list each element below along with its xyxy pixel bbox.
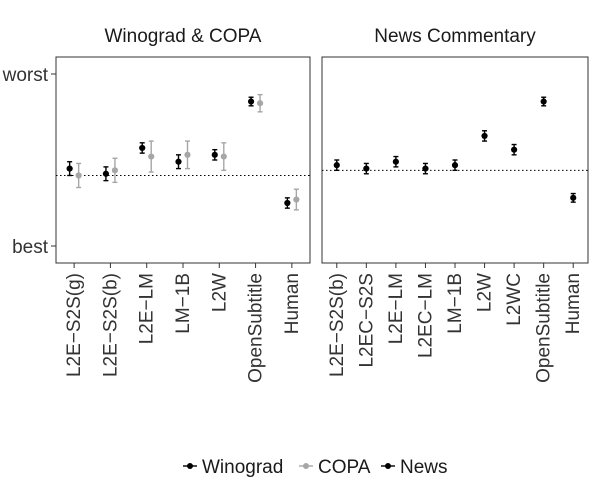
data-point [175, 158, 182, 165]
x-tick-label: L2E−LM [137, 273, 158, 344]
x-tick-label: LM−1B [445, 273, 466, 334]
panel-title: Winograd & COPA [105, 26, 262, 47]
data-point [511, 146, 518, 153]
y-tick-label: worst [2, 65, 49, 86]
x-tick-label: Human [282, 273, 303, 334]
x-tick-label: Human [563, 273, 584, 334]
data-point [184, 151, 191, 158]
x-tick-label: L2W [475, 273, 496, 312]
data-point [111, 167, 119, 174]
data-point [75, 172, 82, 179]
panel-frame [55, 56, 311, 264]
panel-strip [56, 18, 310, 53]
x-tick-label: L2E−S2S(g) [64, 273, 85, 377]
data-point [392, 158, 399, 165]
x-tick-label: L2W [209, 273, 230, 312]
legend: Winograd COPA News [183, 457, 448, 478]
legend-key-point [385, 463, 391, 469]
x-tick-label: L2E−S2S(b) [100, 273, 121, 377]
legend-label: Winograd [202, 457, 283, 478]
data-point [66, 165, 73, 172]
data-point [363, 165, 370, 172]
data-point [540, 98, 547, 105]
panel-1: Winograd & COPA worst best L2E−S2S(g) L2E−S2… [2, 18, 311, 383]
data-point [293, 196, 300, 203]
data-point [247, 98, 255, 105]
panel-strip [322, 18, 588, 53]
data-point [139, 144, 146, 152]
legend-key-point [187, 463, 193, 469]
data-point [422, 165, 429, 172]
x-tick-label: OpenSubtitle [534, 273, 555, 383]
series-news [333, 96, 577, 203]
y-tick-label: best [12, 237, 49, 258]
x-tick-label: L2E−S2S(b) [327, 273, 348, 377]
data-point [570, 194, 577, 201]
x-tick-label: LM−1B [173, 273, 194, 334]
data-point [333, 162, 340, 169]
x-tick-label: L2EC−S2S [356, 273, 377, 368]
legend-entry-copa: COPA [299, 457, 371, 478]
data-point [481, 132, 488, 140]
x-tick-label: OpenSubtitle [246, 273, 267, 383]
x-tick-label: L2WC [504, 273, 525, 326]
x-tick-label: L2E−LM [386, 273, 407, 344]
panel-2: News Commentary L2E−S2S(b) L2EC−S2S L2E−LM L… [321, 18, 589, 383]
series-copa [75, 93, 300, 211]
data-point [451, 162, 459, 169]
data-point [220, 153, 227, 160]
data-point [211, 151, 218, 158]
x-tick-label: L2EC−LM [415, 273, 436, 358]
panels: Winograd & COPA worst best L2E−S2S(g) L2E−S2… [2, 18, 589, 383]
panel-title: News Commentary [374, 26, 536, 47]
legend-label: COPA [318, 457, 371, 478]
series-winograd [66, 96, 291, 209]
legend-entry-winograd: Winograd [183, 457, 283, 478]
data-point [256, 100, 264, 107]
data-point [148, 153, 155, 160]
legend-key-point [303, 463, 309, 469]
legend-entry-news: News [381, 457, 448, 478]
data-point [284, 199, 291, 207]
data-point [102, 170, 110, 177]
legend-label: News [400, 457, 448, 478]
